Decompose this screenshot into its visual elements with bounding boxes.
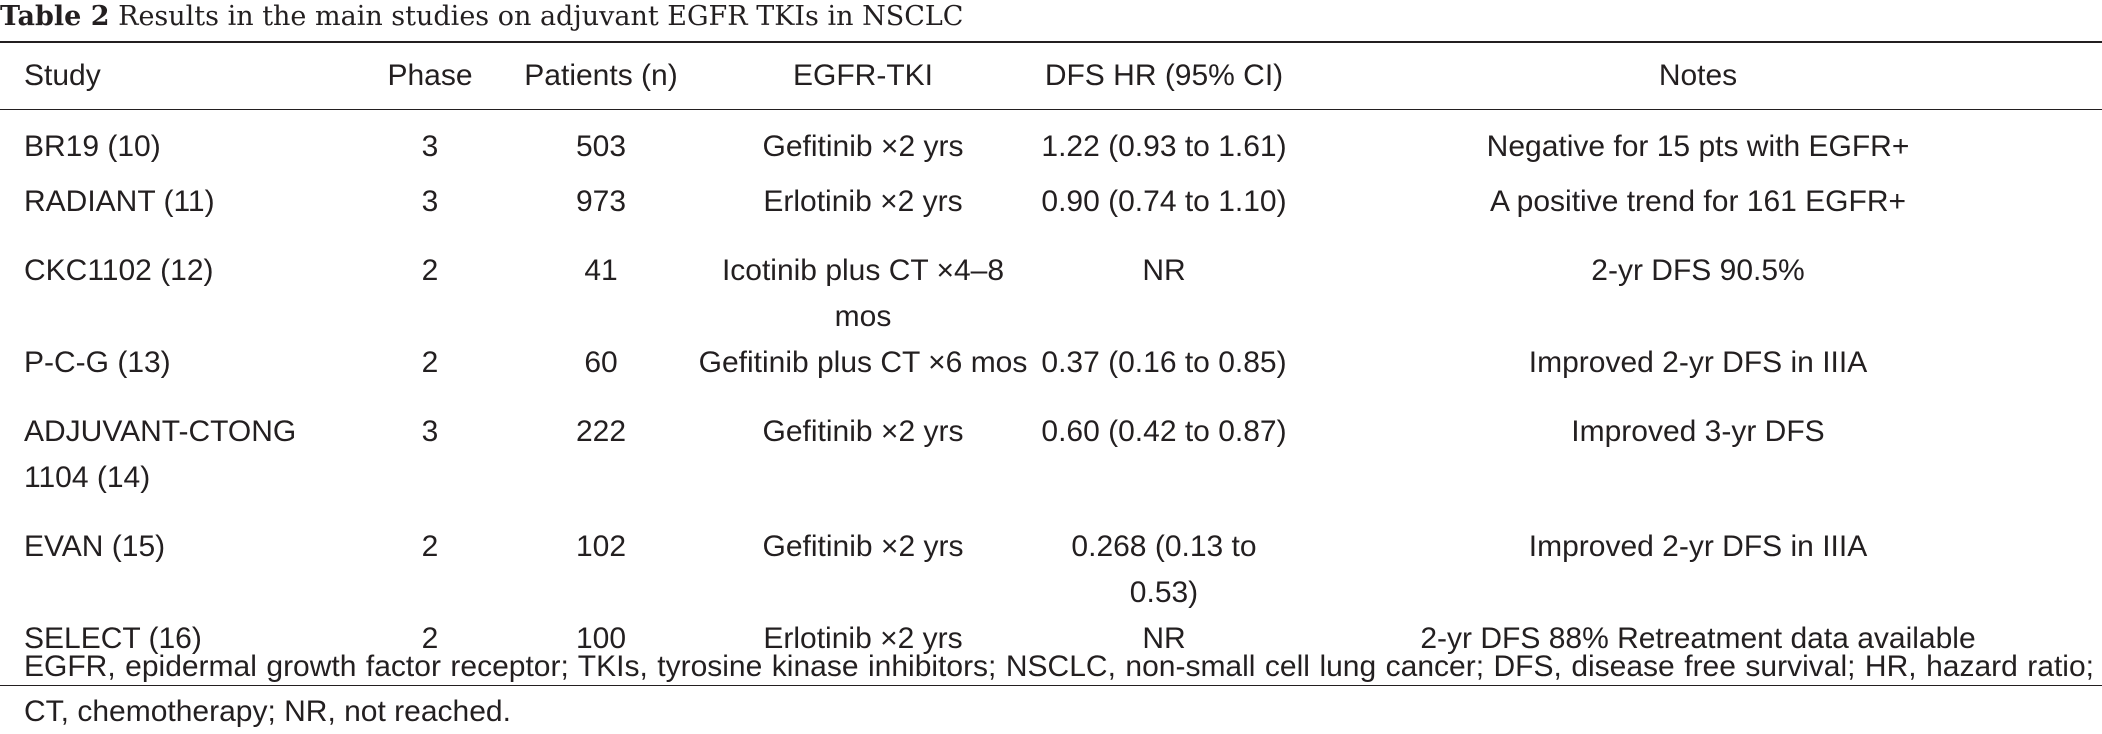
header-egfr-tki: EGFR-TKI [793, 59, 933, 92]
cell-egfr-tki: Erlotinib ×2 yrs [763, 185, 963, 218]
cell-dfs-hr: 1.22 (0.93 to 1.61) [1041, 130, 1287, 163]
table-title: Results in the main studies on adjuvant … [118, 1, 964, 32]
cell-study: EVAN (15) [24, 530, 166, 563]
table-footnote: EGFR, epidermal growth factor receptor; … [24, 650, 2094, 728]
cell-phase: 3 [421, 130, 439, 163]
cell-egfr-tki: Gefitinib ×2 yrs [762, 415, 964, 448]
cell-dfs-hr: 0.268 (0.13 to 0.53) [1071, 530, 1257, 609]
table-row: ADJUVANT-CTONG 1104 (14) 3 222 Gefitinib… [0, 409, 2102, 524]
table-label: Table 2 [0, 1, 110, 32]
cell-phase: 3 [421, 415, 439, 448]
table-row: CKC1102 (12) 2 41 Icotinib plus CT ×4–8 … [0, 248, 2102, 340]
cell-phase: 3 [421, 185, 439, 218]
table-caption: Table 2 Results in the main studies on a… [0, 0, 963, 40]
cell-dfs-hr: NR [1142, 254, 1186, 287]
cell-study: CKC1102 (12) [24, 254, 214, 287]
cell-notes: Negative for 15 pts with EGFR+ [1486, 130, 1910, 163]
table-row: RADIANT (11) 3 973 Erlotinib ×2 yrs 0.90… [0, 179, 2102, 248]
cell-study-line-1: ADJUVANT-CTONG [24, 415, 297, 448]
header-study: Study [24, 59, 101, 92]
cell-patients: 41 [584, 254, 618, 287]
cell-patients: 102 [575, 530, 627, 563]
cell-patients: 503 [575, 130, 627, 163]
cell-egfr-tki: Gefitinib plus CT ×6 mos [698, 346, 1028, 379]
header-phase: Phase [387, 59, 473, 92]
cell-dfs-hr: 0.37 (0.16 to 0.85) [1041, 346, 1287, 379]
cell-egfr-tki: Gefitinib ×2 yrs [762, 530, 964, 563]
cell-dfs-hr: 0.90 (0.74 to 1.10) [1041, 185, 1287, 218]
cell-patients: 973 [575, 185, 627, 218]
cell-phase: 2 [421, 346, 439, 379]
cell-notes: Improved 3-yr DFS [1571, 415, 1825, 448]
table-row: SELECT (16) 2 100 Erlotinib ×2 yrs NR 2-… [0, 616, 2102, 686]
cell-phase: 2 [421, 622, 439, 655]
table-row: P-C-G (13) 2 60 Gefitinib plus CT ×6 mos… [0, 340, 2102, 409]
table-header-row: Study Phase Patients (n) EGFR-TKI DFS HR… [0, 42, 2102, 110]
cell-notes: Improved 2-yr DFS in IIIA [1528, 530, 1868, 563]
results-table: Study Phase Patients (n) EGFR-TKI DFS HR… [0, 41, 2102, 686]
cell-notes: 2-yr DFS 90.5% [1591, 254, 1805, 287]
cell-egfr-tki: Gefitinib ×2 yrs [762, 130, 964, 163]
cell-patients: 222 [575, 415, 627, 448]
cell-egfr-tki: Erlotinib ×2 yrs [763, 622, 963, 655]
table-row: BR19 (10) 3 503 Gefitinib ×2 yrs 1.22 (0… [0, 110, 2102, 180]
cell-patients: 100 [575, 622, 627, 655]
cell-notes: Improved 2-yr DFS in IIIA [1528, 346, 1868, 379]
cell-study-line-2: 1104 (14) [24, 461, 151, 494]
cell-study: SELECT (16) [24, 622, 202, 655]
cell-egfr-tki: Icotinib plus CT ×4–8 mos [721, 254, 1005, 333]
cell-phase: 2 [421, 530, 439, 563]
cell-dfs-hr: 0.60 (0.42 to 0.87) [1041, 415, 1287, 448]
cell-patients: 60 [584, 346, 618, 379]
cell-study: RADIANT (11) [24, 185, 215, 218]
cell-study: ADJUVANT-CTONG 1104 (14) [0, 409, 350, 524]
cell-notes: A positive trend for 161 EGFR+ [1489, 185, 1907, 218]
cell-notes: 2-yr DFS 88% Retreatment data available [1420, 622, 1976, 655]
header-dfs-hr: DFS HR (95% CI) [1044, 59, 1284, 92]
cell-study: BR19 (10) [24, 130, 161, 163]
header-notes: Notes [1658, 59, 1738, 92]
cell-study: P-C-G (13) [24, 346, 171, 379]
cell-phase: 2 [421, 254, 439, 287]
table-row: EVAN (15) 2 102 Gefitinib ×2 yrs 0.268 (… [0, 524, 2102, 616]
cell-dfs-hr: NR [1142, 622, 1186, 655]
header-patients: Patients (n) [524, 59, 678, 92]
